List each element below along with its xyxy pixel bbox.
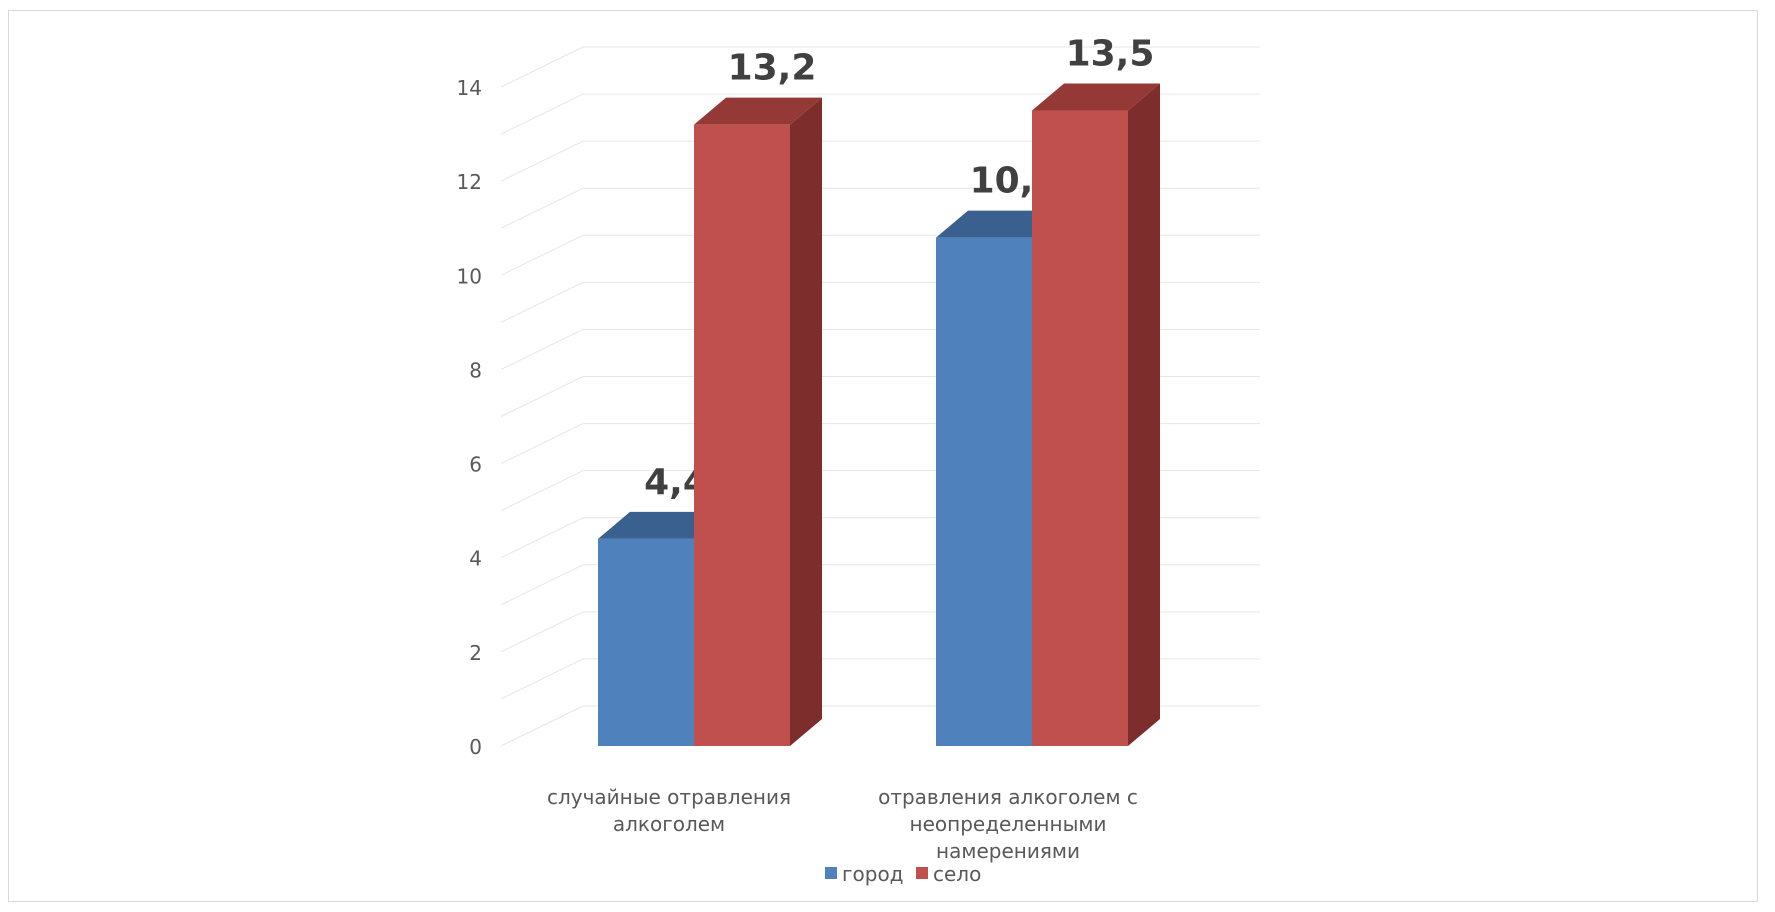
y-tick-label: 6 — [469, 453, 482, 477]
bar — [598, 538, 694, 746]
bar-side — [790, 97, 822, 746]
bar-side — [1128, 83, 1160, 747]
chart-frame — [8, 10, 1758, 902]
legend-label: село — [933, 862, 981, 886]
category-label: отравления алкоголем с — [878, 785, 1138, 809]
data-label: 13,5 — [1066, 34, 1155, 75]
y-tick-label: 10 — [457, 264, 482, 288]
gridline-diagonal — [500, 93, 584, 135]
y-tick-label: 2 — [469, 641, 482, 665]
gridline-diagonal — [500, 234, 584, 276]
gridline-diagonal — [500, 470, 584, 512]
gridline-diagonal — [500, 46, 584, 88]
gridline-diagonal — [500, 705, 584, 747]
gridline-diagonal — [500, 658, 584, 700]
gridline-diagonal — [500, 328, 584, 370]
category-label: неопределенными — [910, 812, 1107, 836]
legend-swatch — [916, 867, 928, 879]
bar — [694, 124, 790, 746]
gridline-diagonal — [500, 140, 584, 182]
y-tick-label: 12 — [457, 170, 482, 194]
category-label: случайные отравления — [547, 785, 791, 809]
gridline-diagonal — [500, 611, 584, 653]
bar — [1032, 110, 1128, 747]
data-label: 13,2 — [728, 48, 817, 89]
category-label: намерениями — [936, 839, 1080, 863]
gridline-diagonal — [500, 376, 584, 417]
y-tick-label: 0 — [469, 735, 482, 759]
bar-top — [694, 97, 822, 125]
gridline-diagonal — [500, 187, 584, 229]
legend-label: город — [842, 862, 904, 886]
gridline-diagonal — [500, 281, 584, 323]
gridline-diagonal — [500, 564, 584, 606]
legend-swatch — [825, 867, 837, 879]
gridline-diagonal — [500, 423, 584, 465]
bar-top — [1032, 83, 1160, 111]
y-tick-label: 14 — [457, 76, 482, 100]
y-tick-label: 4 — [469, 547, 482, 571]
bar — [936, 237, 1032, 746]
category-label: алкоголем — [613, 812, 725, 836]
y-tick-label: 8 — [469, 358, 482, 382]
gridline-diagonal — [500, 517, 584, 559]
